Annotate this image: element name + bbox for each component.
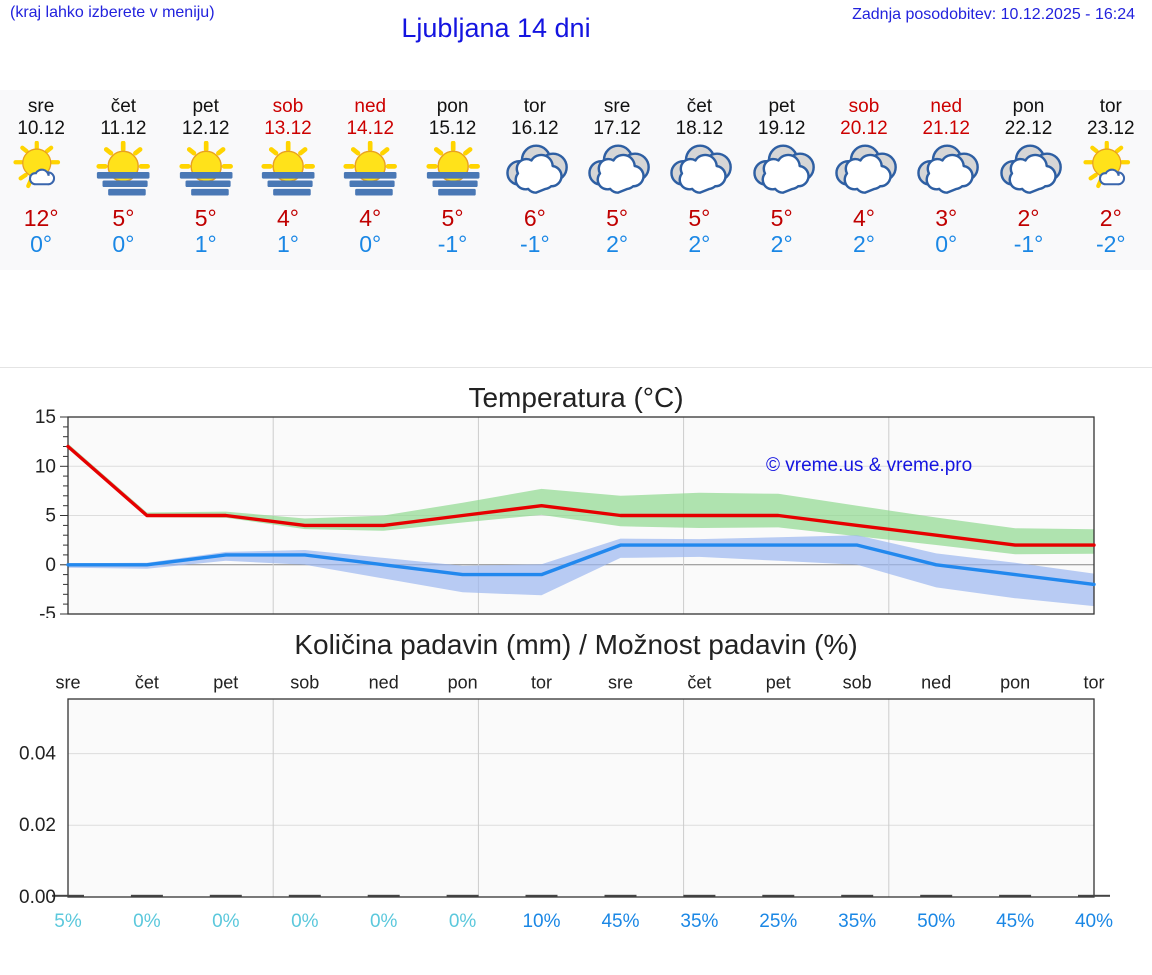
- svg-text:sob: sob: [843, 673, 872, 693]
- svg-text:10: 10: [35, 456, 56, 477]
- svg-text:15: 15: [35, 407, 56, 428]
- svg-text:0%: 0%: [370, 911, 398, 932]
- svg-text:sre: sre: [55, 673, 80, 693]
- svg-text:45%: 45%: [996, 911, 1034, 932]
- svg-text:0%: 0%: [133, 911, 161, 932]
- svg-text:35%: 35%: [680, 911, 718, 932]
- svg-text:45%: 45%: [601, 911, 639, 932]
- svg-text:tor: tor: [1083, 673, 1104, 693]
- svg-text:sob: sob: [290, 673, 319, 693]
- svg-text:ned: ned: [921, 673, 951, 693]
- svg-text:0.02: 0.02: [19, 815, 56, 836]
- svg-text:0%: 0%: [212, 911, 240, 932]
- svg-text:25%: 25%: [759, 911, 797, 932]
- svg-text:ned: ned: [369, 673, 399, 693]
- svg-text:5%: 5%: [54, 911, 82, 932]
- svg-text:10%: 10%: [522, 911, 560, 932]
- svg-text:0.00: 0.00: [19, 887, 56, 908]
- svg-text:čet: čet: [687, 673, 711, 693]
- svg-text:35%: 35%: [838, 911, 876, 932]
- svg-text:© vreme.us & vreme.pro: © vreme.us & vreme.pro: [766, 455, 972, 476]
- svg-text:tor: tor: [531, 673, 552, 693]
- svg-text:čet: čet: [135, 673, 159, 693]
- svg-text:50%: 50%: [917, 911, 955, 932]
- svg-text:0: 0: [45, 555, 56, 576]
- svg-text:pon: pon: [1000, 673, 1030, 693]
- svg-text:sre: sre: [608, 673, 633, 693]
- svg-text:40%: 40%: [1075, 911, 1113, 932]
- svg-text:0%: 0%: [291, 911, 319, 932]
- svg-text:0.04: 0.04: [19, 744, 56, 765]
- svg-text:pet: pet: [213, 673, 238, 693]
- svg-text:5: 5: [45, 506, 56, 527]
- svg-text:pon: pon: [448, 673, 478, 693]
- svg-text:-5: -5: [39, 604, 56, 618]
- svg-text:pet: pet: [766, 673, 791, 693]
- svg-text:0%: 0%: [449, 911, 477, 932]
